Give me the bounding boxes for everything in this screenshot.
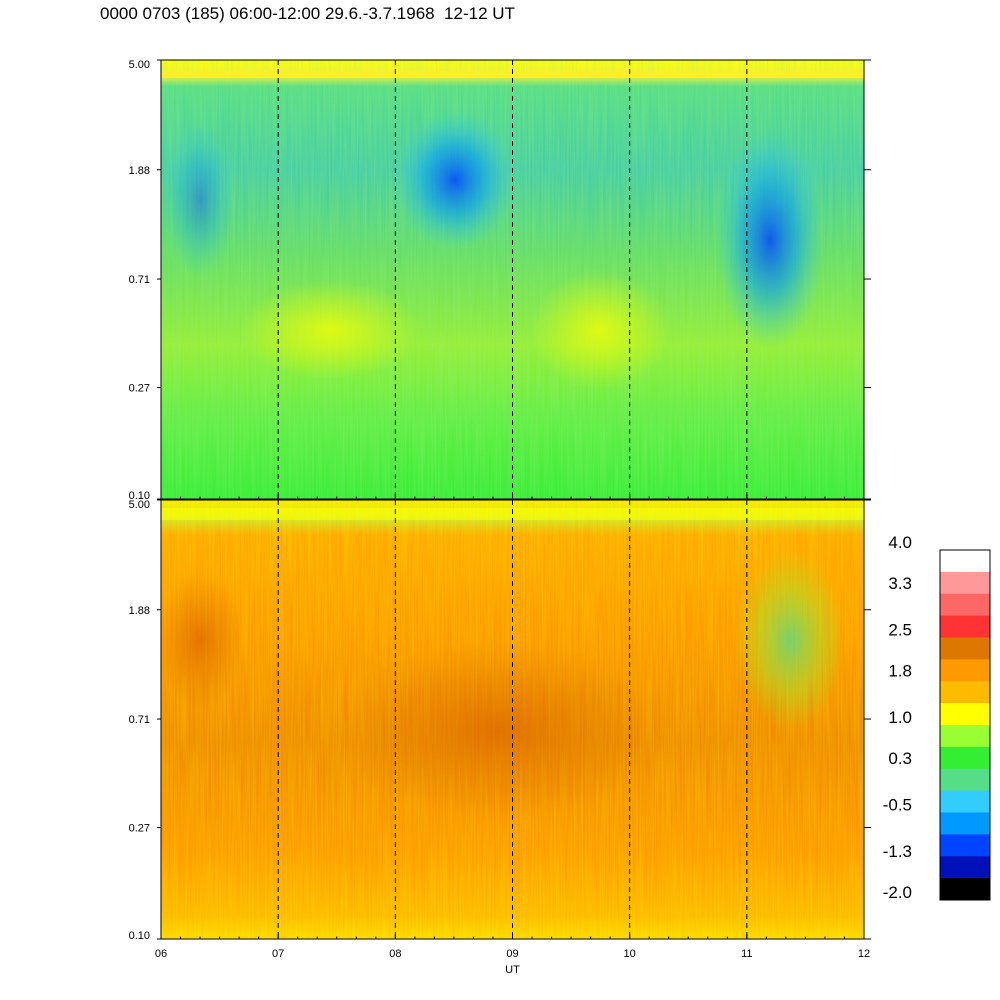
y-tick-label: 1.88 bbox=[129, 165, 150, 177]
colorbar-label: 1.0 bbox=[888, 708, 912, 727]
x-tick-label: 07 bbox=[272, 948, 284, 960]
upper-blue-patch bbox=[165, 120, 235, 280]
x-tick-label: 08 bbox=[389, 948, 401, 960]
colorbar-swatch bbox=[940, 681, 990, 704]
colorbar-label: 4.0 bbox=[888, 533, 912, 552]
colorbar: 4.0 3.3 2.5 1.8 1.0 0.3 -0.5 -1.3 -2.0 bbox=[883, 533, 991, 902]
page-title: 0000 0703 (185) 06:00-12:00 29.6.-3.7.19… bbox=[100, 4, 515, 23]
y-tick-label: 0.10 bbox=[129, 490, 150, 502]
colorbar-label: 3.3 bbox=[888, 574, 912, 593]
colorbar-swatch bbox=[940, 746, 990, 770]
upper-blue-patch bbox=[715, 130, 825, 350]
colorbar-label: -1.3 bbox=[883, 842, 912, 861]
x-tick-label: 06 bbox=[155, 948, 167, 960]
lower-dark-orange-patch bbox=[161, 570, 245, 710]
colorbar-swatch bbox=[940, 725, 990, 748]
colorbar-swatch bbox=[940, 637, 990, 660]
colorbar-swatch bbox=[940, 571, 990, 595]
y-tick-label: 0.27 bbox=[129, 823, 150, 835]
upper-yellow-patch bbox=[240, 280, 420, 380]
colorbar-swatch bbox=[940, 703, 990, 726]
x-tick-label: 12 bbox=[858, 948, 870, 960]
colorbar-label: -0.5 bbox=[883, 796, 912, 815]
colorbar-swatch bbox=[940, 593, 990, 617]
y-tick-label: 0.27 bbox=[129, 383, 150, 395]
x-tick-label: 09 bbox=[506, 948, 518, 960]
colorbar-frame bbox=[939, 549, 991, 901]
colorbar-swatch bbox=[940, 834, 990, 857]
colorbar-swatch bbox=[940, 790, 990, 813]
colorbar-swatch bbox=[940, 615, 990, 638]
y-tick-label: 5.00 bbox=[129, 59, 150, 71]
axes-layer: 0.100.270.711.885.000.100.270.711.885.00… bbox=[129, 59, 871, 976]
upper-blue-patch bbox=[395, 110, 515, 250]
lower-dark-orange-patch bbox=[330, 640, 670, 820]
y-tick-label: 1.88 bbox=[129, 605, 150, 617]
colorbar-label: 0.3 bbox=[888, 749, 912, 768]
colorbar-swatch bbox=[940, 659, 990, 682]
y-tick-label: 0.71 bbox=[129, 714, 150, 726]
lower-green-patch bbox=[735, 550, 845, 730]
lower-spectrogram-panel bbox=[161, 500, 864, 939]
x-tick-label: 10 bbox=[624, 948, 636, 960]
upper-yellow-patch bbox=[530, 270, 670, 390]
colorbar-swatch bbox=[940, 856, 990, 879]
colorbar-swatch bbox=[940, 878, 990, 901]
colorbar-label: 1.8 bbox=[888, 661, 912, 680]
y-tick-label: 0.10 bbox=[129, 930, 150, 942]
y-tick-label: 0.71 bbox=[129, 274, 150, 286]
x-tick-label: 11 bbox=[741, 948, 752, 960]
colorbar-label: -2.0 bbox=[883, 883, 912, 902]
colorbar-swatch bbox=[940, 768, 990, 792]
colorbar-swatch bbox=[940, 812, 990, 835]
colorbar-label: 2.5 bbox=[888, 621, 912, 640]
x-axis-label: UT bbox=[505, 964, 520, 976]
colorbar-swatch bbox=[940, 550, 990, 573]
y-tick-label: 5.00 bbox=[129, 499, 150, 511]
upper-top-band bbox=[161, 71, 864, 78]
